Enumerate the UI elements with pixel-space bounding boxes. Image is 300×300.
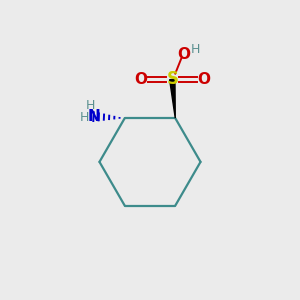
- Polygon shape: [169, 79, 175, 118]
- Text: O: O: [178, 47, 191, 62]
- Text: O: O: [135, 72, 148, 87]
- Text: S: S: [166, 70, 178, 88]
- Text: O: O: [197, 72, 210, 87]
- Text: N: N: [87, 109, 100, 124]
- Text: H: H: [86, 99, 95, 112]
- Text: H: H: [191, 43, 200, 56]
- Text: H: H: [79, 111, 89, 124]
